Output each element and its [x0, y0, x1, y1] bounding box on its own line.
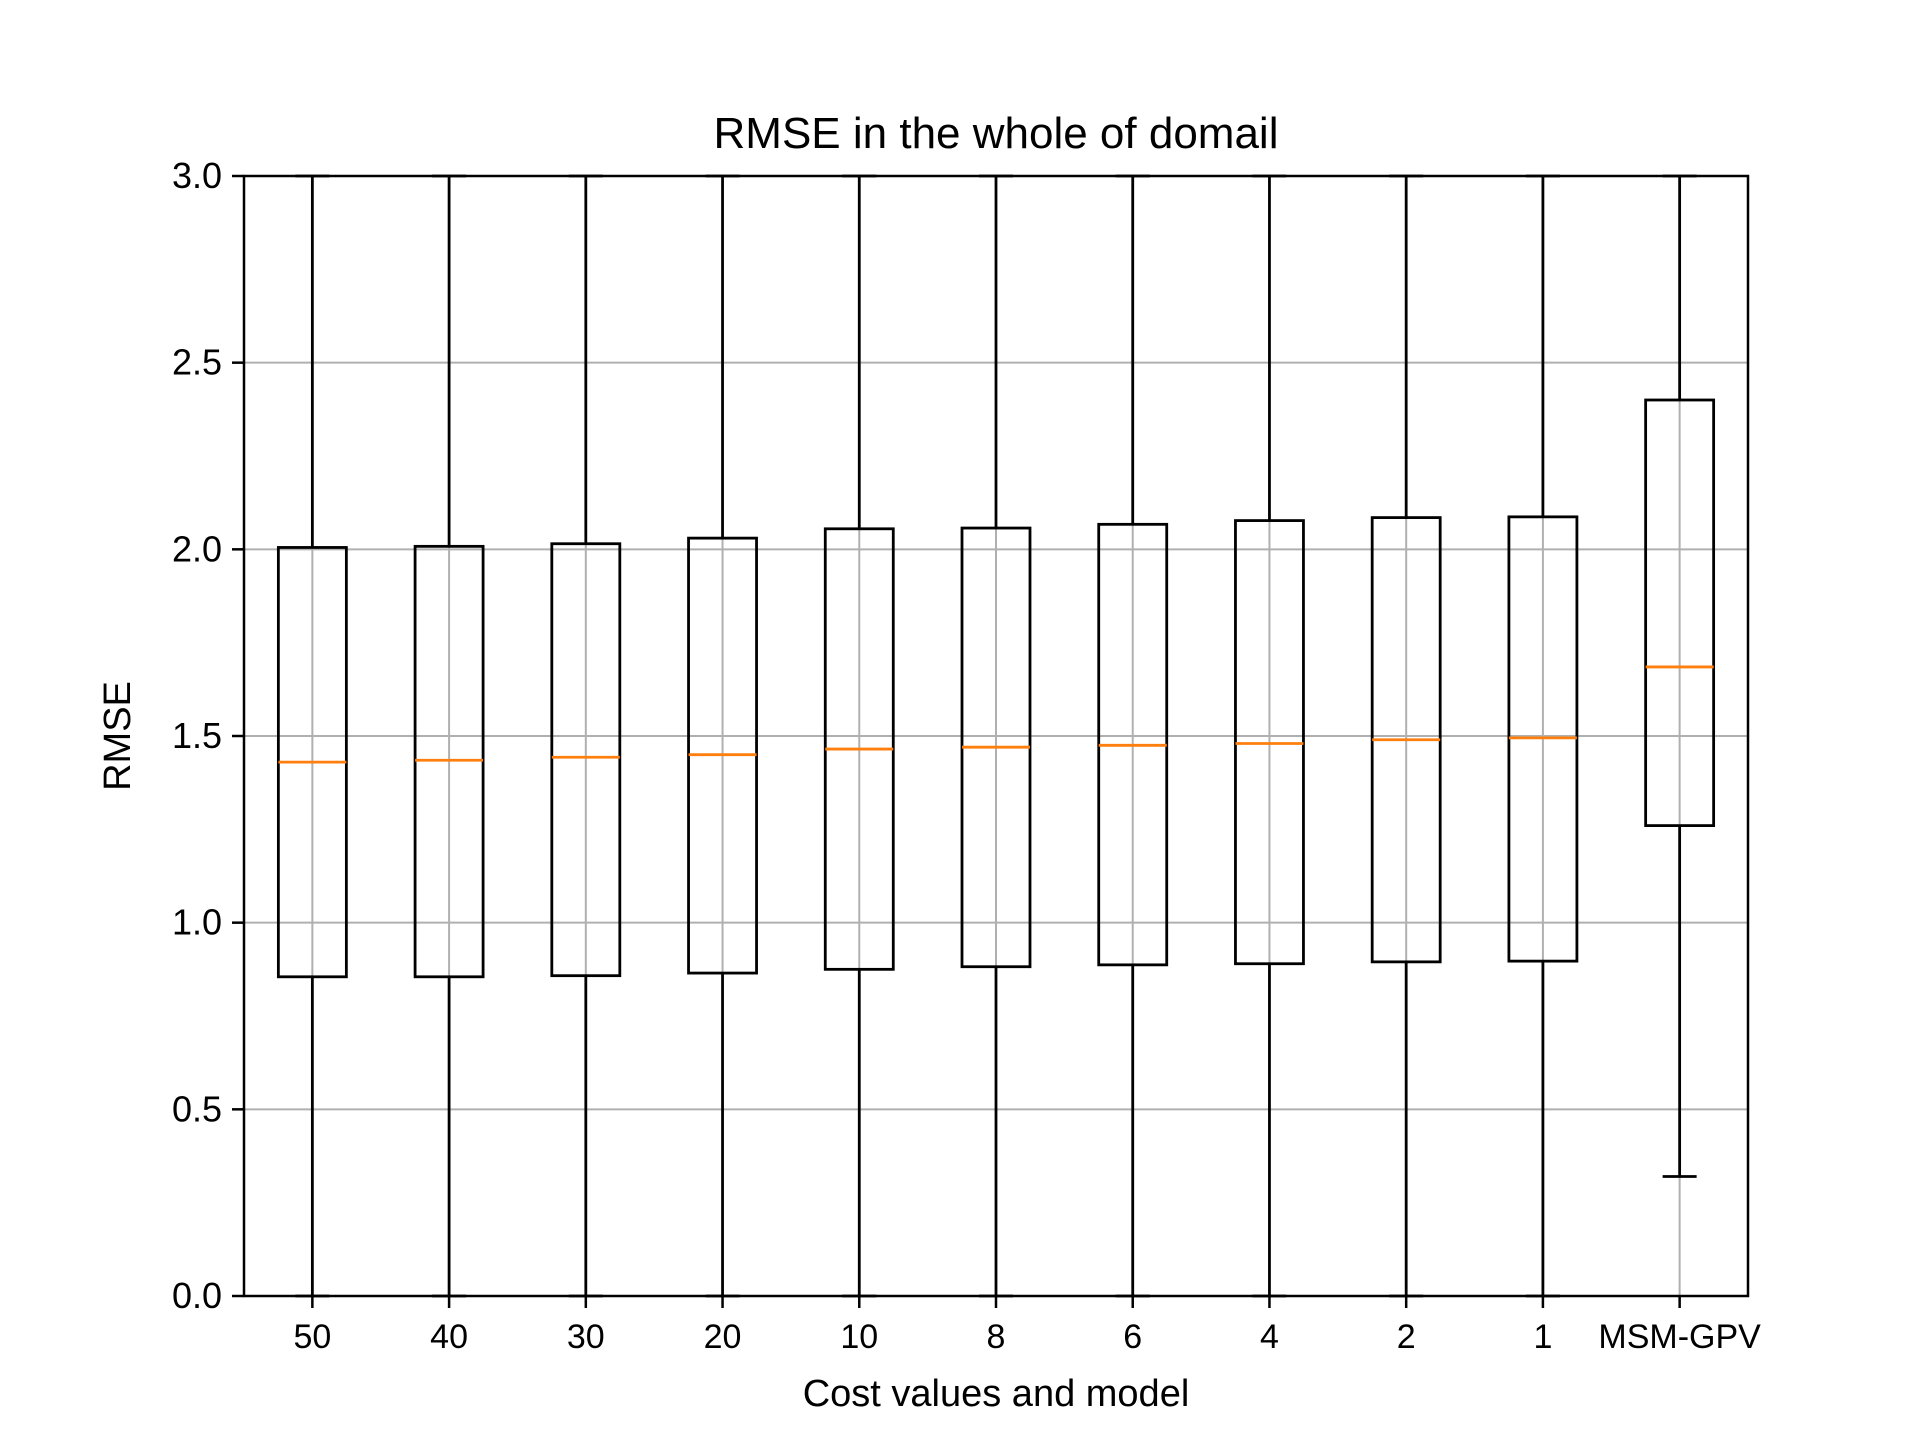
box-40 [413, 174, 485, 1298]
y-axis-label: RMSE [97, 681, 139, 791]
box-layer [276, 174, 1716, 1298]
x-tick-label: 1 [1533, 1318, 1552, 1356]
x-tick-label: 6 [1123, 1318, 1142, 1356]
y-tick-label: 3.0 [172, 155, 222, 196]
box-30 [550, 174, 622, 1298]
y-tick-label: 0.5 [172, 1088, 222, 1129]
iqr-box [550, 542, 622, 978]
x-tick-label: 50 [293, 1318, 331, 1356]
tick-layer: 0.0 0.5 1.0 1.5 2.0 2.5 3.0 50 40 30 20 10 8 6 4 2 1 MSM-… [172, 155, 1761, 1356]
x-tick-label: 10 [840, 1318, 878, 1356]
y-tick-label: 0.0 [172, 1275, 222, 1316]
x-tick-label: 2 [1397, 1318, 1416, 1356]
x-tick-label: MSM-GPV [1598, 1318, 1761, 1356]
y-tick-label: 1.0 [172, 902, 222, 943]
x-tick-label: 8 [987, 1318, 1006, 1356]
iqr-box [1644, 398, 1716, 828]
box-8 [960, 174, 1032, 1298]
box-2 [1370, 174, 1442, 1298]
x-axis-label: Cost values and model [803, 1373, 1190, 1415]
x-tick-label: 40 [430, 1318, 468, 1356]
box-1 [1507, 174, 1579, 1298]
x-tick-label: 4 [1260, 1318, 1279, 1356]
y-tick-label: 2.5 [172, 342, 222, 383]
y-tick-label: 1.5 [172, 715, 222, 756]
y-tick-label: 2.0 [172, 528, 222, 569]
box-6 [1097, 174, 1169, 1298]
x-tick-label: 30 [567, 1318, 605, 1356]
chart-title: RMSE in the whole of domail [714, 109, 1279, 158]
x-tick-label: 20 [704, 1318, 742, 1356]
